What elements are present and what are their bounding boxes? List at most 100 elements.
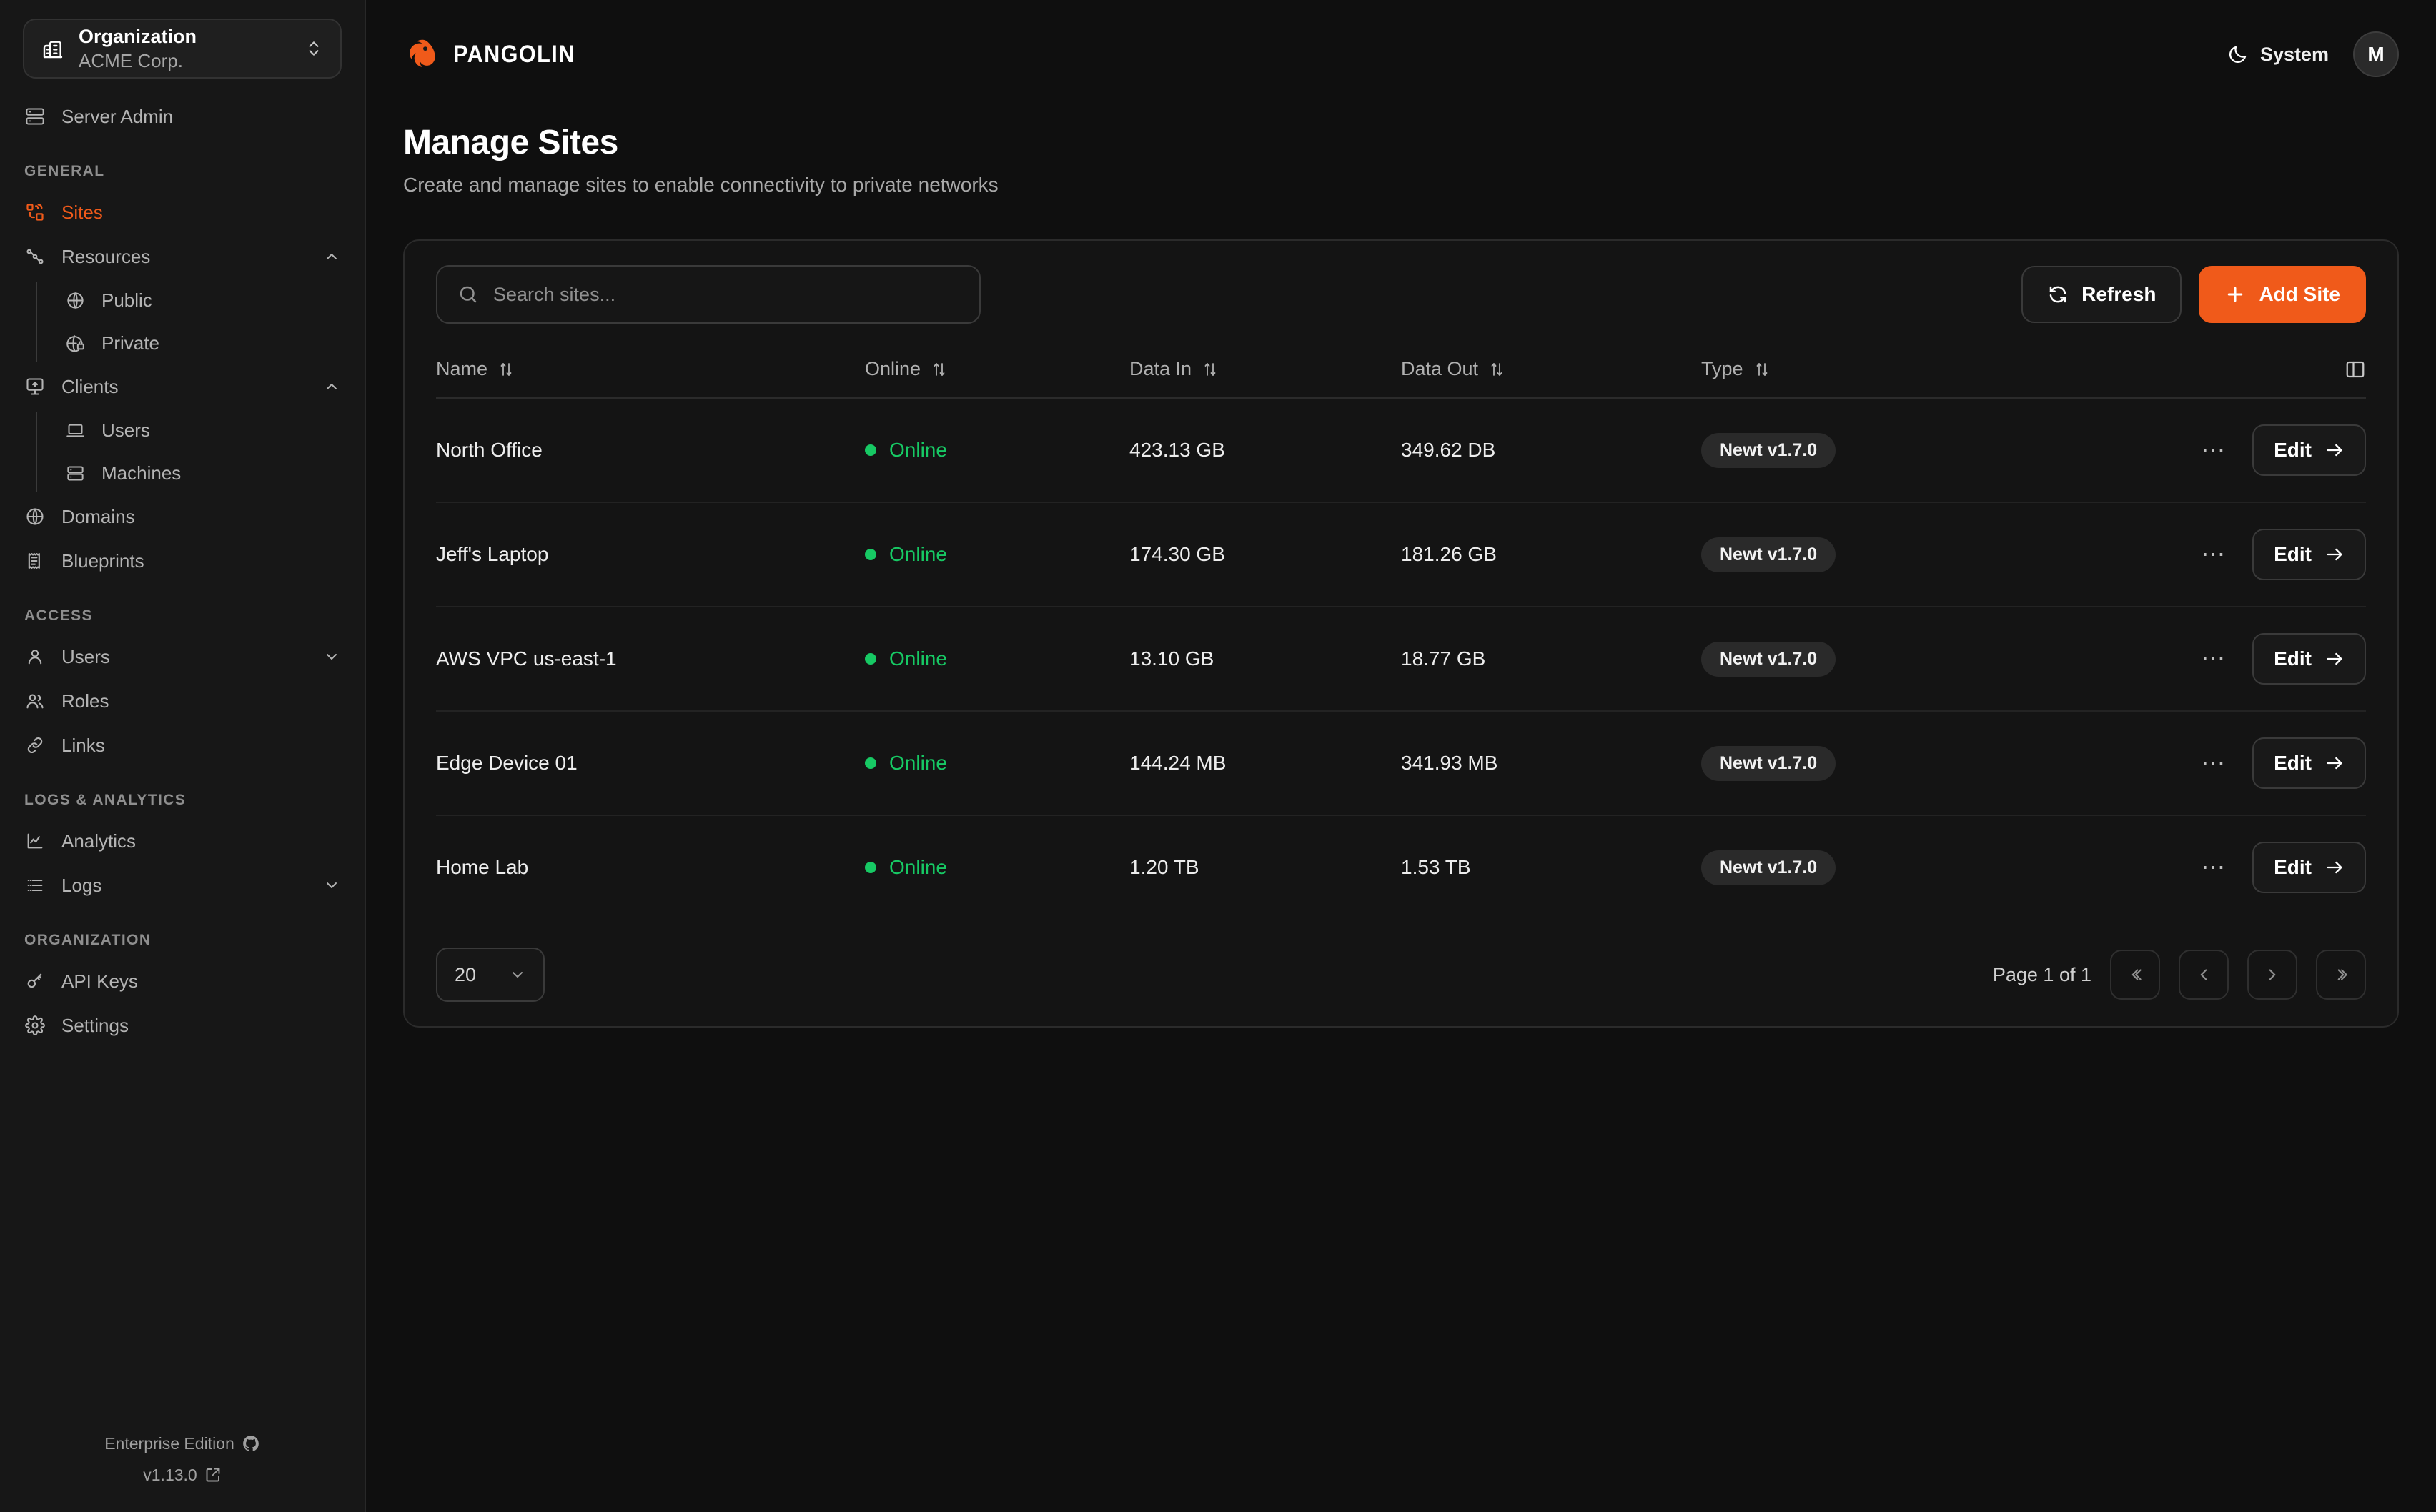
row-menu-button[interactable]: ⋯	[2201, 437, 2227, 464]
sidebar-item-label: Settings	[61, 1014, 129, 1036]
page-size-value: 20	[455, 963, 477, 985]
edit-button[interactable]: Edit	[2252, 842, 2366, 893]
edition-link[interactable]: Enterprise Edition	[0, 1428, 365, 1459]
table-row[interactable]: AWS VPC us-east-1 Online 13.10 GB 18.77 GB N…	[436, 607, 2366, 712]
row-menu-button[interactable]: ⋯	[2201, 541, 2227, 568]
table-row[interactable]: North Office Online 423.13 GB 349.62 DB Newt…	[436, 398, 2366, 503]
version-label: v1.13.0	[143, 1465, 197, 1484]
theme-toggle[interactable]: System	[2227, 44, 2329, 66]
edit-label: Edit	[2274, 856, 2312, 878]
globe-icon	[64, 289, 86, 311]
plus-icon	[2224, 284, 2246, 305]
sort-updown-icon[interactable]	[1202, 361, 1219, 378]
avatar[interactable]: M	[2353, 31, 2399, 77]
pagination-controls: Page 1 of 1	[1993, 950, 2366, 1000]
prev-page-button[interactable]	[2179, 950, 2229, 1000]
first-page-button[interactable]	[2110, 950, 2160, 1000]
sidebar-section-organization: ORGANIZATION	[24, 932, 152, 948]
status-label: Online	[889, 856, 947, 878]
org-switcher[interactable]: Organization ACME Corp.	[23, 19, 342, 79]
type-badge: Newt v1.7.0	[1701, 745, 1836, 781]
sort-updown-icon[interactable]	[1753, 361, 1771, 378]
column-label: Data In	[1129, 358, 1192, 379]
sidebar-item-analytics[interactable]: Analytics	[0, 819, 365, 863]
globe-lock-icon	[64, 332, 86, 354]
edit-button[interactable]: Edit	[2252, 633, 2366, 685]
page-size-select[interactable]: 20	[436, 948, 545, 1002]
monitor-up-icon	[24, 376, 46, 397]
next-page-button[interactable]	[2247, 950, 2297, 1000]
column-header-data-in[interactable]: Data In	[1129, 345, 1401, 399]
sidebar-item-users[interactable]: Users	[0, 635, 365, 679]
column-header-online[interactable]: Online	[865, 345, 1129, 399]
refresh-button[interactable]: Refresh	[2021, 266, 2182, 323]
sidebar-item-label: Users	[61, 645, 110, 667]
type-badge: Newt v1.7.0	[1701, 432, 1836, 468]
org-text: Organization ACME Corp.	[79, 25, 290, 72]
add-site-button[interactable]: Add Site	[2199, 266, 2366, 323]
sidebar-item-label: Private	[102, 332, 159, 354]
column-header-name[interactable]: Name	[436, 345, 865, 399]
main-content: PANGOLIN System M Manage Sites Creat	[366, 0, 2436, 1512]
table-row[interactable]: Home Lab Online 1.20 TB 1.53 TB Newt v1.7.0 ⋯…	[436, 815, 2366, 919]
sidebar-item-domains[interactable]: Domains	[0, 494, 365, 539]
sidebar-item-settings[interactable]: Settings	[0, 1003, 365, 1048]
column-header-type[interactable]: Type	[1701, 345, 2159, 399]
sidebar-item-users-clients[interactable]: Users	[57, 409, 365, 452]
sidebar-item-resources[interactable]: Resources	[0, 234, 365, 279]
card-toolbar: Search sites... Refresh	[436, 265, 2366, 324]
row-menu-button[interactable]: ⋯	[2201, 854, 2227, 881]
sidebar-item-sites[interactable]: Sites	[0, 190, 365, 234]
table-row[interactable]: Jeff's Laptop Online 174.30 GB 181.26 GB New…	[436, 502, 2366, 607]
chart-line-icon	[24, 830, 46, 852]
cell-data-in: 144.24 MB	[1129, 711, 1401, 816]
sidebar-item-clients[interactable]: Clients	[0, 364, 365, 409]
chevron-down-icon	[509, 966, 526, 983]
key-icon	[24, 970, 46, 992]
chevron-up-icon[interactable]	[323, 248, 340, 265]
cell-name: Jeff's Laptop	[436, 502, 865, 607]
org-title: Organization	[79, 25, 197, 47]
sites-card: Search sites... Refresh	[403, 239, 2399, 1028]
edit-button[interactable]: Edit	[2252, 737, 2366, 789]
cell-actions: ⋯ Edit	[2159, 607, 2366, 712]
sort-updown-icon[interactable]	[931, 361, 948, 378]
chevron-down-icon[interactable]	[323, 648, 340, 665]
brand[interactable]: PANGOLIN	[403, 35, 589, 74]
status-dot-icon	[865, 862, 876, 873]
columns-toggle-button[interactable]	[2159, 359, 2366, 380]
arrow-right-icon	[2324, 544, 2345, 564]
sidebar-item-blueprints[interactable]: Blueprints	[0, 539, 365, 583]
edit-button[interactable]: Edit	[2252, 424, 2366, 476]
sort-updown-icon[interactable]	[1488, 361, 1505, 378]
sidebar-item-private[interactable]: Private	[57, 322, 365, 364]
edit-button[interactable]: Edit	[2252, 529, 2366, 580]
sidebar-item-logs[interactable]: Logs	[0, 863, 365, 907]
row-menu-button[interactable]: ⋯	[2201, 750, 2227, 777]
column-label: Online	[865, 358, 921, 379]
column-header-data-out[interactable]: Data Out	[1401, 345, 1701, 399]
cell-data-out: 341.93 MB	[1401, 711, 1701, 816]
cell-online: Online	[865, 711, 1129, 816]
sidebar-item-api-keys[interactable]: API Keys	[0, 959, 365, 1003]
last-page-button[interactable]	[2316, 950, 2366, 1000]
sidebar-item-server-admin[interactable]: Server Admin	[0, 94, 365, 139]
chevron-up-icon[interactable]	[323, 378, 340, 395]
sidebar-item-roles[interactable]: Roles	[0, 679, 365, 723]
search-input[interactable]: Search sites...	[436, 265, 981, 324]
cell-name: Home Lab	[436, 856, 529, 878]
sidebar-item-machines[interactable]: Machines	[57, 452, 365, 494]
version-link[interactable]: v1.13.0	[0, 1459, 365, 1491]
sidebar-subnav-resources: Public Private	[36, 279, 365, 364]
table-row[interactable]: Edge Device 01 Online 144.24 MB 341.93 MB Ne…	[436, 711, 2366, 816]
cell-data-in: 423.13 GB	[1129, 398, 1401, 503]
sidebar-item-links[interactable]: Links	[0, 723, 365, 767]
sidebar-item-label: Logs	[61, 874, 102, 896]
row-menu-button[interactable]: ⋯	[2201, 645, 2227, 672]
cell-actions: ⋯ Edit	[2159, 398, 2366, 503]
sidebar-item-label: Machines	[102, 462, 182, 484]
sidebar-item-public[interactable]: Public	[57, 279, 365, 322]
org-name: ACME Corp.	[79, 49, 183, 71]
chevron-down-icon[interactable]	[323, 877, 340, 894]
sort-updown-icon[interactable]	[497, 361, 515, 378]
